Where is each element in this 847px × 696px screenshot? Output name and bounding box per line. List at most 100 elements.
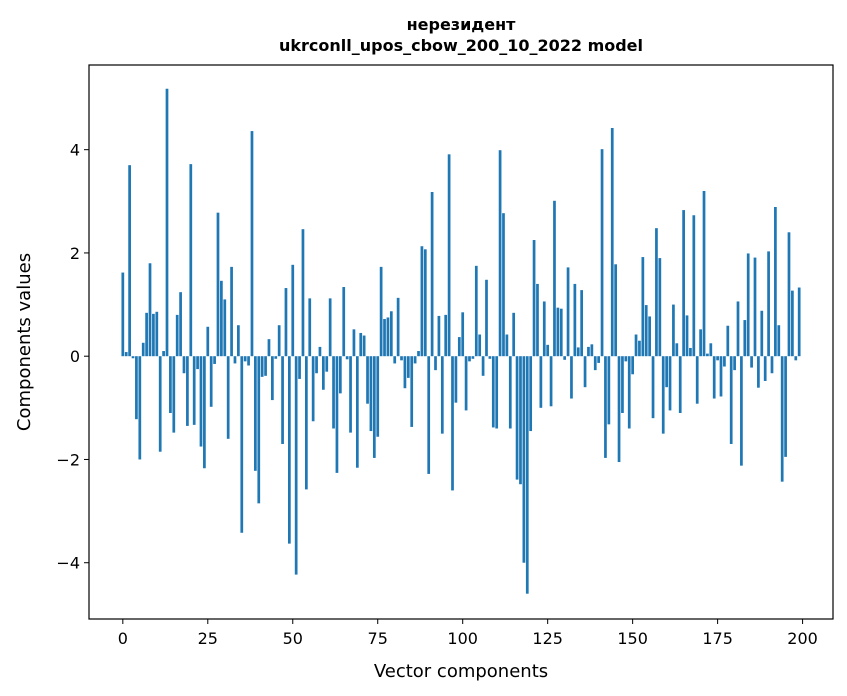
- bar-157: [655, 228, 658, 357]
- bar-45: [274, 356, 278, 359]
- bar-44: [271, 356, 274, 401]
- bar-71: [362, 335, 366, 357]
- bar-141: [600, 149, 604, 357]
- bar-22: [196, 356, 199, 370]
- bar-81: [396, 297, 400, 357]
- bar-82: [400, 356, 403, 361]
- bar-92: [434, 356, 437, 371]
- bar-111: [498, 150, 502, 357]
- bar-180: [733, 356, 736, 371]
- bar-31: [226, 356, 230, 439]
- bar-172: [706, 353, 709, 357]
- bar-150: [631, 356, 634, 375]
- bar-156: [651, 356, 655, 419]
- bar-99: [457, 337, 461, 357]
- bar-118: [522, 356, 526, 563]
- bar-74: [372, 356, 376, 458]
- bar-129: [559, 308, 563, 357]
- bar-131: [566, 267, 570, 357]
- bar-2: [128, 165, 131, 357]
- bar-90: [427, 356, 431, 474]
- bar-97: [451, 356, 454, 491]
- bar-193: [777, 325, 781, 357]
- bar-176: [719, 356, 723, 397]
- bar-11: [158, 356, 162, 452]
- bar-52: [298, 356, 301, 379]
- bar-72: [366, 356, 369, 404]
- bar-50: [291, 264, 295, 357]
- bar-112: [502, 213, 505, 357]
- bar-39: [254, 356, 257, 471]
- bar-149: [627, 356, 631, 429]
- bar-177: [723, 356, 726, 367]
- bar-134: [576, 347, 580, 357]
- bar-79: [389, 311, 393, 357]
- bar-51: [294, 356, 298, 575]
- bar-116: [515, 356, 519, 480]
- bar-183: [743, 320, 747, 357]
- bar-17: [179, 292, 182, 357]
- bar-87: [417, 351, 420, 357]
- bar-55: [308, 298, 312, 357]
- bar-100: [461, 312, 465, 357]
- bar-93: [437, 315, 441, 357]
- bar-83: [403, 356, 407, 389]
- bar-196: [787, 232, 791, 357]
- bar-9: [152, 313, 155, 357]
- bar-84: [406, 356, 410, 378]
- bar-179: [729, 356, 733, 444]
- bar-49: [288, 356, 291, 544]
- bar-23: [199, 356, 203, 447]
- bar-3: [131, 356, 135, 359]
- bar-169: [695, 356, 699, 404]
- bar-58: [318, 346, 322, 357]
- x-tick-label: 25: [198, 629, 218, 648]
- bar-88: [420, 246, 424, 357]
- bar-38: [250, 131, 254, 357]
- bar-101: [464, 356, 468, 411]
- bar-106: [481, 356, 485, 376]
- x-tick-label: 75: [368, 629, 388, 648]
- bar-94: [440, 356, 444, 434]
- bar-7: [145, 312, 148, 357]
- bar-120: [529, 356, 533, 432]
- x-axis-label: Vector components: [374, 661, 548, 682]
- bar-15: [172, 356, 176, 433]
- bar-27: [213, 356, 216, 364]
- bar-96: [447, 154, 451, 357]
- bar-137: [587, 346, 590, 357]
- bar-154: [644, 305, 648, 357]
- bar-194: [780, 356, 784, 482]
- bar-195: [784, 356, 787, 457]
- bar-43: [267, 339, 271, 357]
- bar-21: [192, 356, 196, 425]
- bar-146: [617, 356, 621, 463]
- y-tick-label: 4: [70, 141, 80, 160]
- bar-64: [338, 356, 342, 394]
- bar-68: [352, 329, 356, 357]
- bar-28: [216, 212, 220, 357]
- bar-190: [767, 251, 770, 357]
- bar-178: [726, 325, 730, 357]
- bar-128: [556, 307, 560, 357]
- bar-173: [709, 343, 713, 357]
- bar-170: [699, 329, 702, 357]
- bar-161: [668, 356, 672, 411]
- bar-133: [573, 283, 577, 357]
- y-axis-ticks: −4 −2 0 2 4: [56, 141, 89, 573]
- bar-188: [760, 310, 764, 357]
- bar-113: [505, 334, 509, 357]
- bar-164: [678, 356, 682, 413]
- bar-16: [175, 314, 179, 357]
- x-axis-ticks: 0 25 50 75 100 125 150 175 200: [118, 619, 818, 648]
- bar-174: [712, 356, 716, 399]
- bar-12: [162, 351, 165, 357]
- bar-122: [536, 283, 539, 357]
- bar-168: [692, 215, 696, 357]
- y-tick-label: −2: [56, 450, 80, 469]
- bar-76: [379, 266, 383, 357]
- bar-187: [757, 356, 760, 388]
- bar-77: [383, 319, 386, 357]
- bar-148: [624, 356, 628, 362]
